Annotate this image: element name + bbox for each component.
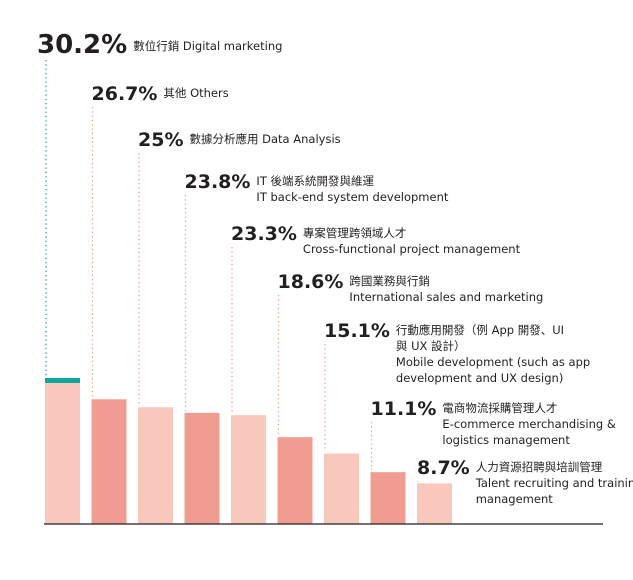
bar-4	[184, 412, 220, 524]
bar-6	[277, 437, 313, 524]
percent-label-1: 30.2%	[37, 30, 127, 60]
category-label-1-line-1: 數位行銷 Digital marketing	[133, 39, 282, 53]
percent-label-9: 8.7%	[417, 457, 470, 479]
category-label-5-line-1: 專案管理跨領域人才	[303, 226, 407, 240]
category-label-8-line-1: 電商物流採購管理人才	[442, 401, 557, 415]
category-label-6-line-2: International sales and marketing	[349, 290, 543, 304]
percent-label-6: 18.6%	[278, 271, 344, 293]
category-label-4-line-2: IT back-end system development	[256, 190, 448, 204]
bar-7	[324, 453, 359, 524]
category-label-7-line-3: Mobile development (such as app	[396, 355, 590, 369]
percent-label-8: 11.1%	[371, 398, 437, 420]
category-label-6-line-1: 跨國業務與行銷	[349, 274, 430, 288]
bar-8	[370, 472, 406, 524]
bar-2	[91, 399, 127, 524]
category-label-7-line-4: development and UX design)	[396, 371, 563, 385]
bar-5	[231, 415, 266, 524]
percent-label-5: 23.3%	[231, 223, 297, 245]
category-label-2-line-1: 其他 Others	[163, 86, 228, 100]
percent-label-3: 25%	[138, 129, 183, 151]
percent-label-2: 26.7%	[92, 83, 158, 105]
category-label-7-line-1: 行動應用開發（例 App 開發、UI	[396, 323, 564, 337]
bar-3	[138, 407, 173, 524]
category-label-9-line-1: 人力資源招聘與培訓管理	[476, 460, 603, 474]
category-label-9-line-3: management	[476, 492, 554, 506]
category-label-8-line-3: logistics management	[442, 433, 570, 447]
percent-label-4: 23.8%	[185, 171, 251, 193]
category-label-8-line-2: E-commerce merchandising &	[442, 417, 615, 431]
category-label-4-line-1: IT 後端系統開發與維運	[256, 174, 374, 188]
bar-9	[417, 483, 452, 524]
category-label-9-line-2: Talent recruiting and training	[475, 476, 633, 490]
bars-group	[45, 377, 452, 524]
bar-1	[45, 382, 80, 524]
percent-label-7: 15.1%	[324, 320, 390, 342]
category-label-7-line-2: 與 UX 設計）	[396, 339, 466, 353]
bar-1-highlight	[45, 377, 80, 383]
category-label-5-line-2: Cross-functional project management	[303, 242, 521, 256]
connector-lines	[45, 60, 419, 482]
category-label-3-line-1: 數據分析應用 Data Analysis	[189, 132, 340, 146]
labels-group: 30.2% 數位行銷 Digital marketing 26.7% 其他 Other…	[37, 30, 633, 506]
